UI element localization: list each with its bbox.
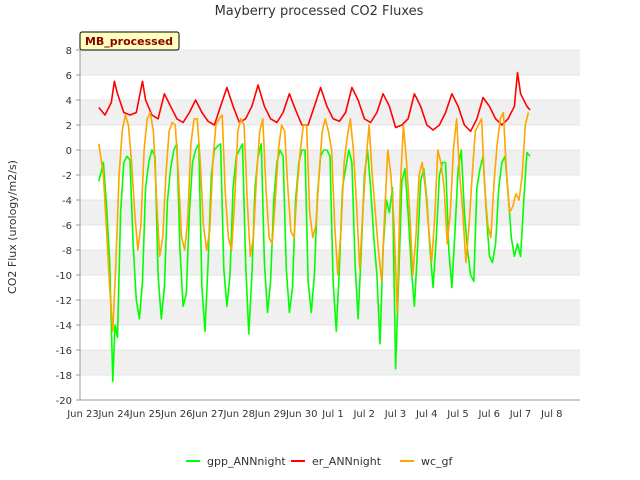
series-layer <box>98 71 531 383</box>
grid-band <box>80 250 580 275</box>
series-line-gpp_ANNnight <box>98 143 531 383</box>
series-line-er_ANNnight <box>98 71 531 133</box>
y-tick-label: 4 <box>66 96 72 107</box>
x-tick-label: Jul 5 <box>446 409 469 420</box>
x-tick-label: Jul 7 <box>509 409 532 420</box>
x-tick-label: Jun 28 <box>222 409 255 420</box>
x-tick-label: Jun 30 <box>285 409 318 420</box>
grid-band <box>80 350 580 375</box>
x-tick-label: Jul 4 <box>415 409 438 420</box>
y-tick-label: 2 <box>66 121 72 132</box>
legend-label-wc_gf: wc_gf <box>421 455 454 468</box>
grid-band <box>80 50 580 75</box>
legend-label-gpp_ANNnight: gpp_ANNnight <box>207 455 286 468</box>
y-tick-label: -4 <box>62 196 72 207</box>
x-tick-label: Jun 24 <box>97 409 130 420</box>
annotation-box <box>79 31 180 51</box>
y-tick-label: -8 <box>62 246 72 257</box>
annotation-text: MB_processed <box>85 35 173 48</box>
y-tick-label: -12 <box>56 296 72 307</box>
y-tick-label: 8 <box>66 46 72 57</box>
y-tick-label: -10 <box>56 271 72 282</box>
y-tick-label: -2 <box>62 171 72 182</box>
x-tick-label: Jul 2 <box>352 409 375 420</box>
x-tick-label: Jul 6 <box>477 409 500 420</box>
y-tick-labels: 8 6 4 2 0 -2 -4 -6 -8 -10 -12 -14 -16 -18 -20 <box>56 46 80 407</box>
grid-band <box>80 200 580 225</box>
y-tick-label: 6 <box>66 71 72 82</box>
x-tick-labels: Jun 23 Jun 24 Jun 25 Jun 26 Jun 27 Jun 28 Jun … <box>66 409 562 420</box>
x-tick-label: Jul 3 <box>384 409 407 420</box>
y-tick-label: -18 <box>56 371 72 382</box>
y-tick-label: -6 <box>62 221 72 232</box>
legend-label-er_ANNnight: er_ANNnight <box>312 455 382 468</box>
y-axis-label: CO2 Flux (urology/m2/s) <box>6 160 19 294</box>
series-line-wc_gf <box>98 111 530 333</box>
grid-band <box>80 300 580 325</box>
chart-title: Mayberry processed CO2 Fluxes <box>215 4 424 19</box>
x-tick-label: Jun 25 <box>129 409 162 420</box>
y-tick-label: -14 <box>56 321 72 332</box>
x-tick-label: Jul 1 <box>321 409 344 420</box>
legend: gpp_ANNnight er_ANNnight wc_gf <box>186 455 454 468</box>
x-tick-label: Jun 27 <box>191 409 224 420</box>
y-tick-label: -16 <box>56 346 72 357</box>
x-tick-label: Jun 26 <box>160 409 193 420</box>
x-tick-label: Jul 8 <box>540 409 563 420</box>
x-tick-label: Jun 29 <box>254 409 287 420</box>
annotation-tag: MB_processed <box>79 31 180 51</box>
x-tick-label: Jun 23 <box>66 409 99 420</box>
y-tick-label: -20 <box>56 396 72 407</box>
y-tick-label: 0 <box>66 146 72 157</box>
